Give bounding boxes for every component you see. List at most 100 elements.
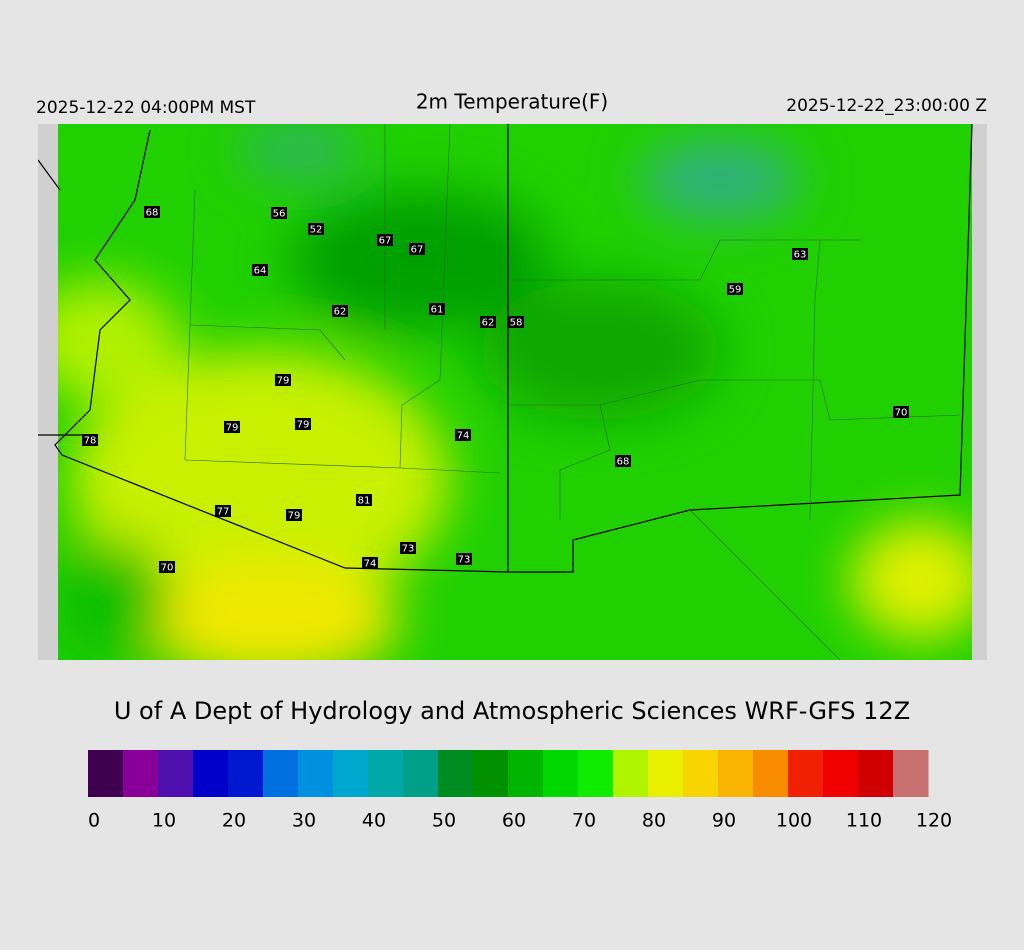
station-value: 79: [297, 420, 310, 431]
station-value: 52: [310, 225, 323, 236]
station-value: 61: [431, 305, 444, 316]
state-borders: [38, 124, 973, 573]
colorbar-segment: [298, 750, 334, 797]
station-box: [275, 374, 291, 386]
station-box: [332, 305, 348, 317]
station-value: 68: [617, 457, 630, 468]
credit: U of A Dept of Hydrology and Atmospheric…: [114, 697, 910, 725]
colorbar-tick-label: 70: [572, 810, 596, 832]
no-data: [38, 124, 58, 660]
colorbar-tick-label: 40: [362, 810, 386, 832]
station-value: 67: [379, 236, 392, 247]
county-borders: [184, 124, 961, 660]
station-value: 59: [729, 285, 742, 296]
station-value: 73: [402, 544, 415, 555]
station-box: [456, 553, 472, 565]
colorbar-segment: [193, 750, 229, 797]
colorbar-segment: [473, 750, 509, 797]
station-box: [615, 455, 631, 467]
colorbar-tick-label: 120: [916, 810, 952, 832]
station-value: 62: [482, 318, 495, 329]
station-value: 64: [254, 266, 267, 277]
colorbar-tick-label: 60: [502, 810, 526, 832]
station-value: 68: [146, 208, 159, 219]
station-value: 78: [84, 436, 97, 447]
local-time: 2025-12-22 04:00PM MST: [36, 98, 256, 118]
station-value: 62: [334, 307, 347, 318]
colorbar-tick-label: 10: [152, 810, 176, 832]
colorbar-tick-label: 50: [432, 810, 456, 832]
station-value: 70: [895, 408, 908, 419]
station-box: [893, 406, 909, 418]
station-box: [215, 505, 231, 517]
station-box: [455, 429, 471, 441]
station-box: [400, 542, 416, 554]
station-box: [377, 234, 393, 246]
colorbar-segment: [88, 750, 124, 797]
station-value: 79: [277, 376, 290, 387]
temperature-field: [38, 125, 987, 660]
colorbar-tick-label: 20: [222, 810, 246, 832]
colorbar-segment: [333, 750, 369, 797]
colorbar-segment: [123, 750, 159, 797]
colorbar-tick-label: 90: [712, 810, 736, 832]
station-value: 74: [364, 559, 377, 570]
colorbar-segment: [158, 750, 194, 797]
station-box: [286, 509, 302, 521]
station-box: [480, 316, 496, 328]
station-value: 56: [273, 209, 286, 220]
colorbar-tick-label: 110: [846, 810, 882, 832]
station-box: [792, 248, 808, 260]
colorbar-segment: [648, 750, 684, 797]
colorbar-segment: [438, 750, 474, 797]
station-box: [727, 283, 743, 295]
colorbar-segment: [403, 750, 439, 797]
station-value: 81: [358, 496, 371, 507]
station-value: 63: [794, 250, 807, 261]
station-value: 70: [161, 563, 174, 574]
station-box: [252, 264, 268, 276]
station-box: [224, 421, 240, 433]
station-box: [429, 303, 445, 315]
station-value: 67: [411, 245, 424, 256]
colorbar-segment: [893, 750, 929, 797]
colorbar-segment: [543, 750, 579, 797]
colorbar-segment: [683, 750, 719, 797]
map: 68 56 52 67 67 64 62 61 62 58 63 59 79 79 79 78 74 68 70 81…: [38, 124, 987, 660]
colorbar-tick-label: 0: [88, 810, 100, 832]
no-data: [972, 124, 987, 660]
station-box: [362, 557, 378, 569]
colorbar-segment: [228, 750, 264, 797]
colorbar-segment: [263, 750, 299, 797]
station-box: [144, 206, 160, 218]
colorbar-tick-label: 100: [776, 810, 812, 832]
station-value: 79: [288, 511, 301, 522]
colorbar-tick-label: 80: [642, 810, 666, 832]
map-title: 2m Temperature(F): [416, 90, 608, 114]
station-box: [271, 207, 287, 219]
utc-time: 2025-12-22_23:00:00 Z: [786, 96, 987, 116]
colorbar: 0 10 20 30 40 50 60 70 80 90 100 110 120: [88, 750, 952, 832]
station-box: [82, 434, 98, 446]
colorbar-segment: [578, 750, 614, 797]
station-box: [508, 316, 524, 328]
colorbar-segment: [508, 750, 544, 797]
colorbar-segment: [823, 750, 859, 797]
station-value: 74: [457, 431, 470, 442]
colorbar-segment: [368, 750, 404, 797]
colorbar-segment: [788, 750, 824, 797]
station-value: 73: [458, 555, 471, 566]
colorbar-segment: [613, 750, 649, 797]
colorbar-tick-label: 30: [292, 810, 316, 832]
station-box: [409, 243, 425, 255]
station-box: [295, 418, 311, 430]
station-box: [308, 223, 324, 235]
station-value: 77: [217, 507, 230, 518]
colorbar-segment: [718, 750, 754, 797]
station-value: 79: [226, 423, 239, 434]
stations: 68 56 52 67 67 64 62 61 62 58 63 59 79 79 79 78 74 68 70 81…: [82, 206, 909, 574]
colorbar-segment: [858, 750, 894, 797]
station-box: [356, 494, 372, 506]
